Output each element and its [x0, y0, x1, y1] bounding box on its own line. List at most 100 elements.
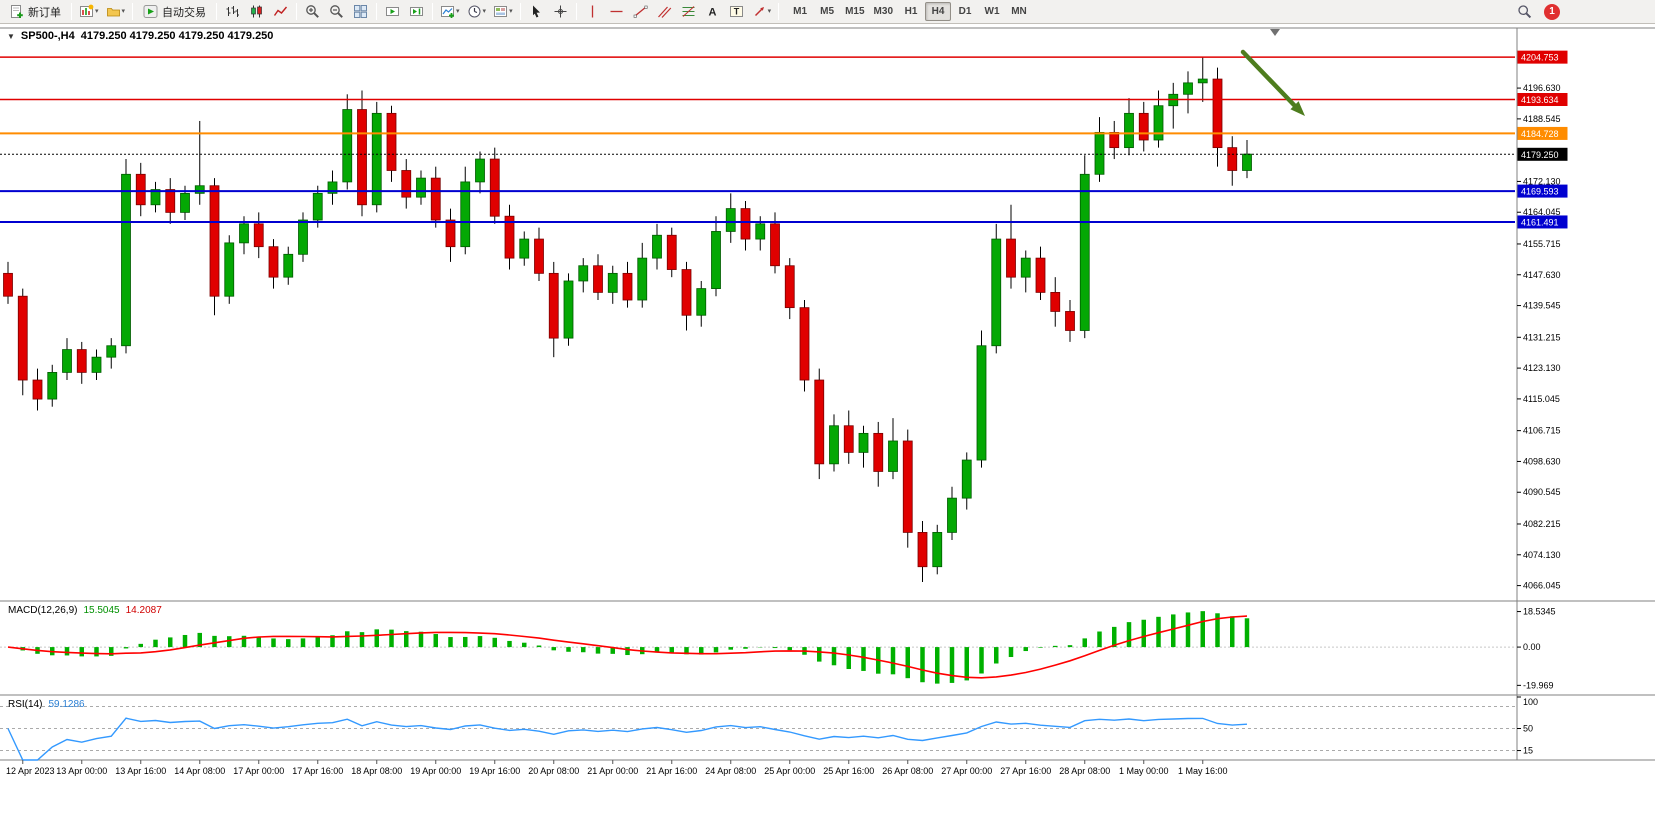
svg-text:19 Apr 00:00: 19 Apr 00:00: [410, 766, 461, 776]
svg-text:15: 15: [1523, 746, 1533, 756]
svg-text:27 Apr 00:00: 27 Apr 00:00: [941, 766, 992, 776]
text-label-icon: T: [729, 6, 743, 17]
new-order-button[interactable]: 新订单: [3, 1, 67, 22]
auto-scroll-icon: [386, 7, 400, 16]
macd-panel: 18.5345 0.00 -19.969: [0, 607, 1556, 690]
rsi-value: 59.1286: [48, 699, 85, 710]
dropdown-caret-icon: ▾: [121, 8, 126, 15]
channel-icon: [657, 6, 671, 18]
crosshair-button[interactable]: [549, 1, 572, 22]
candlestick-mode-button[interactable]: [245, 1, 268, 22]
indicators-button[interactable]: ▾: [437, 1, 463, 22]
zoom-in-button[interactable]: [301, 1, 324, 22]
chart-collapse-icon[interactable]: ▼: [7, 31, 15, 41]
autotrading-button[interactable]: 自动交易: [137, 1, 212, 22]
svg-text:4074.130: 4074.130: [1523, 550, 1561, 560]
svg-text:-19.969: -19.969: [1523, 680, 1554, 690]
time-axis[interactable]: 12 Apr 2023 13 Apr 00:00 13 Apr 16:00 14 Ap…: [6, 760, 1228, 776]
bar-chart-mode-button[interactable]: [221, 1, 244, 22]
timeframe-m15-button[interactable]: M15: [841, 2, 868, 21]
svg-text:100: 100: [1523, 697, 1538, 707]
cursor-button[interactable]: [525, 1, 548, 22]
channel-tool-button[interactable]: [653, 1, 676, 22]
text-a-icon: A: [708, 7, 716, 19]
notification-badge[interactable]: 1: [1544, 3, 1560, 20]
new-chart-button[interactable]: ▾: [76, 1, 102, 22]
level-lines[interactable]: [0, 56, 1515, 223]
timeframe-m30-button[interactable]: M30: [870, 2, 897, 21]
vertical-line-tool-button[interactable]: [581, 1, 604, 22]
svg-text:21 Apr 16:00: 21 Apr 16:00: [646, 766, 697, 776]
trend-arrow[interactable]: [1240, 49, 1298, 109]
arrows-tool-button[interactable]: ▾: [749, 1, 775, 22]
macd-signal-value: 14.2087: [125, 605, 162, 616]
timeframe-mn-button[interactable]: MN: [1006, 2, 1032, 21]
arrow-symbol-icon: [754, 7, 764, 17]
svg-text:13 Apr 00:00: 13 Apr 00:00: [56, 766, 107, 776]
profiles-button[interactable]: ▾: [103, 1, 129, 22]
timeframe-d1-button[interactable]: D1: [952, 2, 978, 21]
price-label-box: [1517, 184, 1568, 198]
zoom-out-button[interactable]: [325, 1, 348, 22]
svg-text:18.5345: 18.5345: [1523, 607, 1556, 617]
toolbar-separator: [376, 3, 378, 20]
price-label-box: [1517, 215, 1568, 229]
search-button[interactable]: [1513, 1, 1536, 22]
timeframe-m1-button[interactable]: M1: [787, 2, 813, 21]
line-chart-icon: [273, 6, 288, 16]
price-label-box: [1517, 92, 1568, 106]
svg-text:4155.715: 4155.715: [1523, 239, 1561, 249]
price-label-box: [1517, 147, 1568, 161]
svg-text:1 May 00:00: 1 May 00:00: [1119, 766, 1169, 776]
new-chart-icon: [80, 4, 94, 17]
dropdown-caret-icon: ▾: [767, 8, 772, 15]
svg-text:50: 50: [1523, 724, 1533, 734]
notification-count: 1: [1549, 6, 1555, 17]
price-label-box: [1517, 126, 1568, 140]
svg-text:4169.593: 4169.593: [1521, 187, 1559, 197]
chart-shift-icon: [410, 7, 424, 16]
svg-text:13 Apr 16:00: 13 Apr 16:00: [115, 766, 166, 776]
tile-windows-button[interactable]: [349, 1, 372, 22]
svg-text:4139.545: 4139.545: [1523, 301, 1561, 311]
timeframe-h1-button[interactable]: H1: [898, 2, 924, 21]
search-icon: [1518, 5, 1532, 19]
horizontal-line-tool-button[interactable]: [605, 1, 628, 22]
horizontal-line-icon: [610, 10, 623, 13]
dropdown-caret-icon: ▾: [509, 8, 513, 15]
timeframe-w1-button[interactable]: W1: [979, 2, 1005, 21]
text-label-tool-button[interactable]: T: [725, 1, 748, 22]
toolbar-separator: [132, 3, 134, 20]
new-order-label: 新订单: [28, 6, 61, 19]
autotrading-label: 自动交易: [162, 6, 207, 19]
chart-shift-button[interactable]: [405, 1, 428, 22]
toolbar-separator: [296, 3, 298, 20]
annotations[interactable]: [1240, 29, 1305, 116]
auto-scroll-button[interactable]: [381, 1, 404, 22]
main-toolbar: 新订单 ▾ ▾ 自动交易: [0, 0, 1655, 24]
text-tool-button[interactable]: A: [701, 1, 724, 22]
candlestick-icon: [251, 5, 262, 18]
zoom-out-icon: [330, 5, 343, 18]
price-axis[interactable]: 4196.630 4188.545 4172.130 4164.045 4155.715…: [1517, 50, 1568, 591]
trend-arrow-head: [1290, 101, 1305, 116]
svg-text:4115.045: 4115.045: [1523, 394, 1560, 404]
svg-text:1 May 16:00: 1 May 16:00: [1178, 766, 1228, 776]
timeframe-h4-button[interactable]: H4: [925, 2, 951, 21]
svg-text:4204.753: 4204.753: [1521, 53, 1559, 63]
price-label-box: [1517, 50, 1568, 64]
svg-text:4106.715: 4106.715: [1523, 426, 1561, 436]
macd-indicator-label: MACD(12,26,9) 15.5045 14.2087: [8, 605, 162, 616]
price-chart-canvas[interactable]: 4196.630 4188.545 4172.130 4164.045 4155.715…: [0, 24, 1655, 828]
vertical-line-icon: [591, 5, 593, 18]
svg-text:T: T: [733, 7, 739, 17]
cursor-icon: [532, 5, 540, 18]
line-chart-mode-button[interactable]: [269, 1, 292, 22]
trendline-tool-button[interactable]: [629, 1, 652, 22]
svg-text:4098.630: 4098.630: [1523, 456, 1561, 466]
svg-text:28 Apr 08:00: 28 Apr 08:00: [1059, 766, 1110, 776]
timeframe-m5-button[interactable]: M5: [814, 2, 840, 21]
templates-button[interactable]: ▾: [490, 1, 516, 22]
fibonacci-tool-button[interactable]: [677, 1, 700, 22]
periods-button[interactable]: ▾: [464, 1, 490, 22]
